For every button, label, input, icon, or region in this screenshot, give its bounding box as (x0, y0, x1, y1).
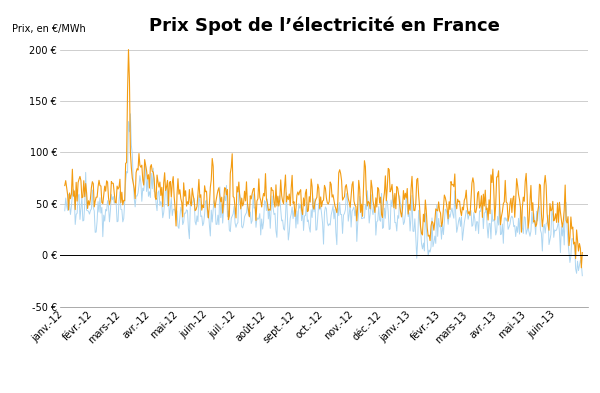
Title: Prix Spot de l’électricité en France: Prix Spot de l’électricité en France (149, 17, 499, 35)
Text: Prix, en €/MWh: Prix, en €/MWh (13, 24, 86, 34)
